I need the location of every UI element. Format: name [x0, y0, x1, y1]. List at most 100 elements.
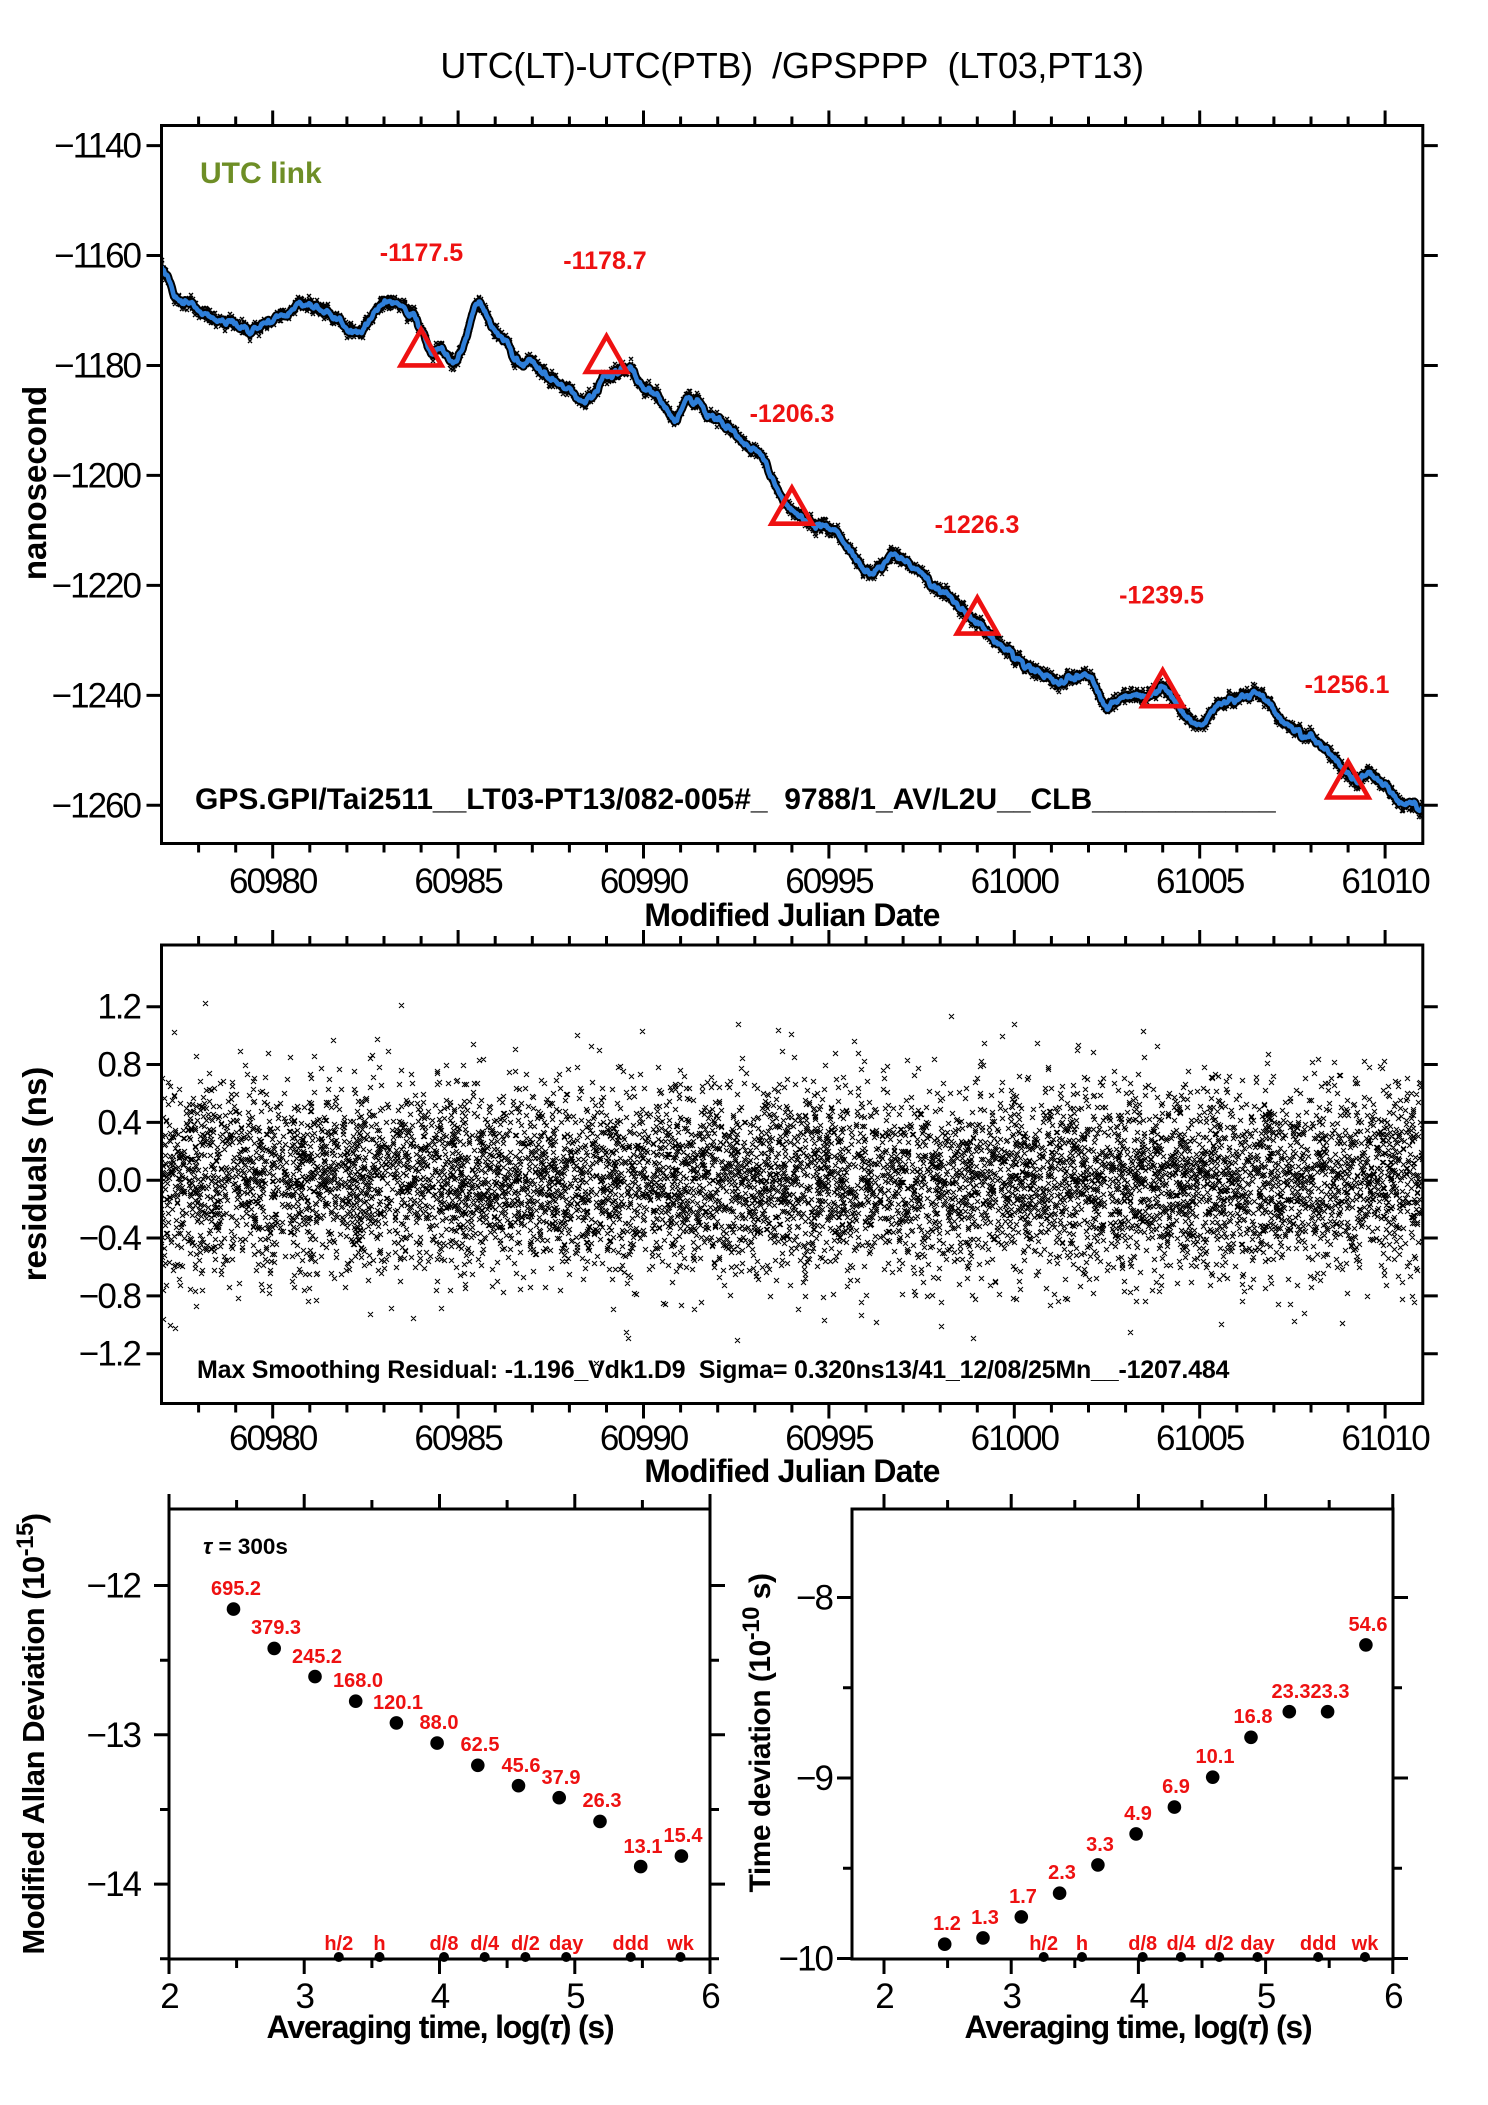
svg-text:23.3: 23.3	[1311, 1681, 1350, 1703]
svg-text:day: day	[549, 1933, 584, 1955]
svg-text:61005: 61005	[1156, 1419, 1244, 1458]
svg-text:2: 2	[875, 1977, 893, 2016]
svg-text:0.0: 0.0	[97, 1161, 141, 1200]
svg-text:GPS.GPI/Tai2511__LT03-PT13/082: GPS.GPI/Tai2511__LT03-PT13/082-005#_ 978…	[195, 783, 1276, 816]
svg-text:−8: −8	[796, 1579, 832, 1618]
svg-text:−1180: −1180	[54, 347, 141, 386]
svg-text:61005: 61005	[1156, 862, 1244, 901]
svg-text:88.0: 88.0	[420, 1712, 459, 1734]
svg-text:-1239.5: -1239.5	[1119, 582, 1204, 610]
svg-text:wk: wk	[666, 1933, 695, 1955]
svg-text:1.2: 1.2	[933, 1913, 961, 1935]
svg-text:−9: −9	[796, 1759, 832, 1798]
svg-text:26.3: 26.3	[583, 1790, 622, 1812]
svg-text:d/2: d/2	[511, 1933, 540, 1955]
svg-text:h: h	[1076, 1933, 1088, 1955]
svg-text:d/8: d/8	[1128, 1933, 1157, 1955]
svg-text:2: 2	[160, 1977, 178, 2016]
svg-text:4.9: 4.9	[1124, 1803, 1152, 1825]
svg-text:5: 5	[566, 1977, 584, 2016]
svg-text:61000: 61000	[971, 1419, 1060, 1458]
svg-text:13.1: 13.1	[624, 1836, 663, 1858]
svg-text:d/8: d/8	[430, 1933, 459, 1955]
svg-text:4: 4	[431, 1977, 450, 2016]
svg-text:61010: 61010	[1341, 1419, 1430, 1458]
svg-text:Max Smoothing Residual: -1.196: Max Smoothing Residual: -1.196_Vdk1.D9 S…	[197, 1356, 1230, 1384]
svg-text:-1226.3: -1226.3	[935, 511, 1020, 539]
svg-text:45.6: 45.6	[502, 1755, 541, 1777]
svg-text:d/4: d/4	[1166, 1933, 1196, 1955]
svg-text:23.3: 23.3	[1272, 1681, 1311, 1703]
svg-text:61000: 61000	[971, 862, 1060, 901]
svg-text:−1260: −1260	[52, 786, 142, 825]
svg-text:Modified Julian Date: Modified Julian Date	[644, 897, 939, 933]
svg-text:ddd: ddd	[1300, 1933, 1337, 1955]
svg-text:168.0: 168.0	[333, 1670, 383, 1692]
svg-text:5: 5	[1257, 1977, 1275, 2016]
svg-text:ddd: ddd	[612, 1933, 649, 1955]
svg-text:10.1: 10.1	[1196, 1746, 1235, 1768]
svg-text:3.3: 3.3	[1086, 1834, 1114, 1856]
svg-text:60990: 60990	[600, 862, 689, 901]
svg-text:h/2: h/2	[324, 1933, 353, 1955]
svg-text:−1200: −1200	[52, 456, 142, 495]
svg-text:2.3: 2.3	[1048, 1862, 1076, 1884]
svg-text:16.8: 16.8	[1234, 1706, 1273, 1728]
svg-text:61010: 61010	[1341, 862, 1430, 901]
svg-text:−14: −14	[87, 1865, 142, 1904]
svg-text:wk: wk	[1351, 1933, 1380, 1955]
svg-text:τ = 300s: τ = 300s	[203, 1534, 288, 1559]
svg-text:UTC link: UTC link	[200, 157, 322, 190]
svg-text:60990: 60990	[600, 1419, 689, 1458]
svg-text:4: 4	[1130, 1977, 1149, 2016]
svg-text:−12: −12	[87, 1567, 141, 1606]
svg-text:Time deviation (10-10 s): Time deviation (10-10 s)	[738, 1574, 777, 1893]
svg-text:-1178.7: -1178.7	[563, 247, 646, 275]
svg-text:60995: 60995	[785, 1419, 873, 1458]
svg-text:d/2: d/2	[1205, 1933, 1234, 1955]
svg-text:−10: −10	[779, 1940, 834, 1979]
svg-text:379.3: 379.3	[251, 1617, 301, 1639]
svg-text:-1206.3: -1206.3	[750, 400, 835, 428]
svg-text:Averaging time, log(τ) (s): Averaging time, log(τ) (s)	[267, 2009, 615, 2045]
svg-text:0.8: 0.8	[97, 1046, 140, 1085]
svg-text:Modified Julian Date: Modified Julian Date	[644, 1453, 939, 1489]
svg-text:nanosecond: nanosecond	[16, 386, 53, 580]
svg-text:0.4: 0.4	[97, 1103, 141, 1142]
svg-text:day: day	[1240, 1933, 1275, 1955]
svg-text:6: 6	[1384, 1977, 1402, 2016]
svg-text:62.5: 62.5	[461, 1734, 500, 1756]
svg-text:120.1: 120.1	[373, 1692, 423, 1714]
svg-text:−0.8: −0.8	[79, 1277, 141, 1316]
svg-text:h: h	[373, 1933, 385, 1955]
svg-text:695.2: 695.2	[211, 1578, 261, 1600]
svg-text:60980: 60980	[229, 1419, 318, 1458]
svg-text:−1240: −1240	[52, 676, 142, 715]
svg-text:60985: 60985	[414, 862, 502, 901]
svg-text:−1.2: −1.2	[79, 1335, 141, 1374]
svg-text:1.3: 1.3	[971, 1907, 999, 1929]
svg-text:6.9: 6.9	[1162, 1776, 1190, 1798]
svg-text:15.4: 15.4	[664, 1825, 704, 1847]
svg-text:-1256.1: -1256.1	[1305, 671, 1390, 699]
svg-text:1.7: 1.7	[1009, 1886, 1037, 1908]
svg-text:60985: 60985	[414, 1419, 502, 1458]
svg-text:6: 6	[701, 1977, 719, 2016]
svg-text:−1140: −1140	[54, 127, 141, 166]
svg-text:54.6: 54.6	[1349, 1614, 1388, 1636]
svg-text:d/4: d/4	[470, 1933, 500, 1955]
svg-text:245.2: 245.2	[292, 1646, 342, 1668]
svg-text:Modified Allan Deviation (10-1: Modified Allan Deviation (10-15)	[12, 1513, 51, 1954]
svg-text:3: 3	[1002, 1977, 1020, 2016]
svg-text:60995: 60995	[785, 862, 873, 901]
svg-text:1.2: 1.2	[97, 988, 140, 1027]
svg-text:37.9: 37.9	[542, 1767, 581, 1789]
svg-text:-1177.5: -1177.5	[380, 239, 464, 267]
svg-text:Averaging time, log(τ) (s): Averaging time, log(τ) (s)	[965, 2009, 1313, 2045]
svg-text:60980: 60980	[229, 862, 318, 901]
svg-text:UTC(LT)-UTC(PTB) /GPSPPP (LT: UTC(LT)-UTC(PTB) /GPSPPP (LT03,PT13)	[440, 45, 1143, 86]
svg-text:−1220: −1220	[52, 566, 142, 605]
svg-text:3: 3	[295, 1977, 313, 2016]
svg-text:−1160: −1160	[54, 237, 141, 276]
svg-text:residuals (ns): residuals (ns)	[16, 1067, 53, 1282]
